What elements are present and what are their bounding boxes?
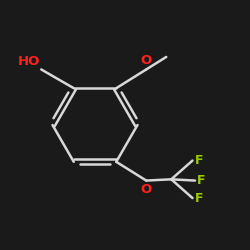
Text: HO: HO — [18, 55, 40, 68]
Text: F: F — [194, 154, 203, 166]
Text: O: O — [140, 182, 152, 196]
Text: F: F — [194, 192, 203, 205]
Text: F: F — [197, 174, 205, 187]
Text: O: O — [140, 54, 152, 68]
